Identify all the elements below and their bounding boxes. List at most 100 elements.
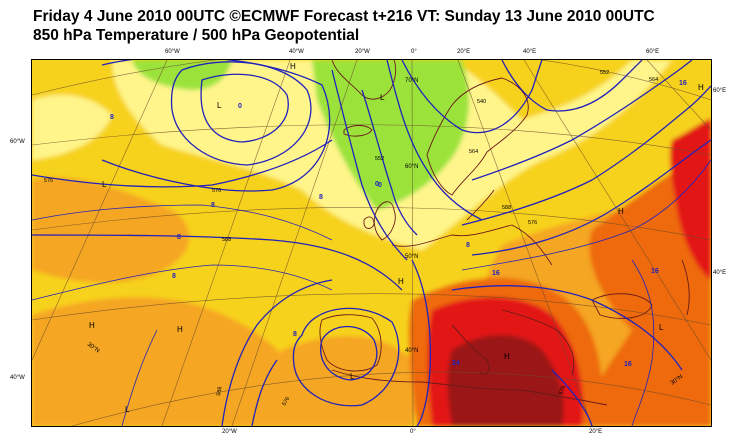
contour-label: 588 — [502, 205, 511, 211]
isotherm-label: 0 — [378, 182, 382, 189]
contour-southwest-2 — [251, 359, 278, 426]
isotherm-west-3 — [121, 329, 158, 426]
lon-label-bottom-20e: 20°E — [589, 429, 603, 435]
lat-label-left-40w: 40°W — [10, 375, 25, 381]
isotherm-label: 24 — [452, 360, 460, 367]
coast-ireland — [363, 216, 375, 229]
contour-southeast — [551, 369, 593, 426]
contour-576-west — [32, 139, 333, 188]
isotherm-label: 0 — [238, 103, 242, 110]
contour-trough-west-inner — [200, 73, 289, 143]
contour-label: 552 — [600, 70, 609, 76]
isotherm-label: 16 — [651, 268, 659, 275]
isotherm-label: 8 — [172, 273, 176, 280]
lon-label-top-60w: 60°W — [165, 49, 180, 55]
lon-label-bottom-20w: 20°W — [222, 429, 237, 435]
lon-label-top-20w: 20°W — [355, 49, 370, 55]
grid-latitude-50n — [32, 206, 711, 241]
low-center: L — [217, 101, 222, 110]
weather-map: 70°N 60°N 50°N 40°N 30°N 30°N L L L L L … — [31, 59, 712, 427]
low-center: L — [350, 372, 355, 381]
grid-latitude-40n — [32, 293, 711, 326]
lat-label-40n: 40°N — [405, 348, 418, 354]
low-center: L — [102, 180, 107, 189]
contour-564-east — [471, 60, 693, 181]
contour-label: 564 — [649, 77, 658, 83]
coast-caspian — [681, 259, 690, 316]
coastlines — [319, 60, 690, 406]
lon-label-bottom-0: 0° — [410, 429, 416, 435]
contour-southwest-1 — [221, 279, 333, 426]
grid-meridian-0 — [411, 60, 414, 426]
coast-iceland — [343, 125, 373, 137]
coast-iberia — [319, 314, 382, 372]
coast-africa — [331, 369, 608, 406]
shade-dark-red-south — [447, 335, 564, 426]
contour-540-north — [401, 60, 543, 134]
pressure-centers: L L L L L L H H H H H H H — [89, 62, 704, 414]
isotherm-label: 16 — [492, 270, 500, 277]
title-line-2: 850 hPa Temperature / 500 hPa Geopotenti… — [33, 27, 360, 44]
isotherm-label: 8 — [293, 331, 297, 338]
grid-meridian-40e — [523, 60, 711, 361]
grid-latitude-60n — [32, 124, 711, 156]
contour-central-north-south — [411, 259, 432, 426]
contour-label: 552 — [375, 156, 384, 162]
isotherm-label: 8 — [319, 194, 323, 201]
coast-italy — [451, 324, 490, 375]
low-center: L — [125, 405, 130, 414]
shade-orange-light-west — [32, 177, 190, 283]
contour-trough-central-outer — [386, 60, 483, 221]
lon-label-top-60e: 60°E — [646, 49, 660, 55]
isotherm-label: 16 — [679, 80, 687, 87]
shade-red-east — [669, 118, 711, 280]
coast-britain — [373, 201, 396, 241]
isotherm-west-1 — [32, 204, 333, 241]
high-center: H — [290, 62, 296, 71]
contour-552-north — [501, 60, 643, 112]
contour-label: 540 — [477, 99, 486, 105]
lat-label-60n: 60°N — [405, 164, 418, 170]
contour-trough-west-outer — [101, 60, 331, 192]
high-center: H — [504, 352, 510, 361]
high-center: H — [177, 325, 183, 334]
coast-greenland — [331, 60, 397, 100]
low-center: L — [659, 323, 664, 332]
high-center: H — [89, 321, 95, 330]
contour-label: 576 — [212, 188, 221, 194]
contour-label: 564 — [469, 149, 478, 155]
lat-label-70n: 70°N — [405, 78, 418, 84]
lon-label-top-0: 0° — [411, 49, 417, 55]
contour-label: 576 — [44, 178, 53, 184]
grid-meridian-40w — [161, 60, 291, 426]
coast-scandinavia — [426, 77, 529, 196]
contour-label: 576 — [528, 220, 537, 226]
contour-label: 588 — [216, 386, 224, 396]
shade-orange-light-central — [278, 336, 417, 426]
isotherm-east-1 — [461, 159, 711, 271]
contour-576-east — [461, 85, 711, 226]
low-center: L — [380, 93, 385, 102]
lat-label-right-40e: 40°E — [713, 270, 727, 276]
shade-yellow-light-west — [32, 95, 112, 160]
contour-label: 588 — [222, 237, 231, 243]
contour-cutoff-low-inner — [320, 326, 378, 381]
high-center: H — [618, 207, 624, 216]
grid-latitude-70n — [32, 60, 711, 101]
contour-588-east — [471, 139, 711, 256]
lat-label-left-60w: 60°W — [10, 139, 25, 145]
shade-green-cold-north — [312, 60, 469, 210]
coast-balkans — [501, 309, 575, 376]
contour-labels: 576 576 552 564 540 552 576 588 588 576 … — [44, 70, 658, 407]
grid-meridian-20e — [457, 60, 593, 426]
contour-cutoff-low-outer — [292, 307, 400, 407]
isotherm-label: 8 — [211, 202, 215, 209]
temperature-shading — [32, 60, 711, 426]
title-line-1: Friday 4 June 2010 00UTC ©ECMWF Forecast… — [33, 8, 655, 25]
isotherm-label: 0 — [375, 181, 379, 188]
isotherm-east-2 — [631, 259, 655, 426]
coast-black-sea — [591, 293, 653, 319]
lon-label-top-40w: 40°W — [289, 49, 304, 55]
graticule — [32, 60, 711, 426]
geopotential-contours — [32, 60, 711, 426]
